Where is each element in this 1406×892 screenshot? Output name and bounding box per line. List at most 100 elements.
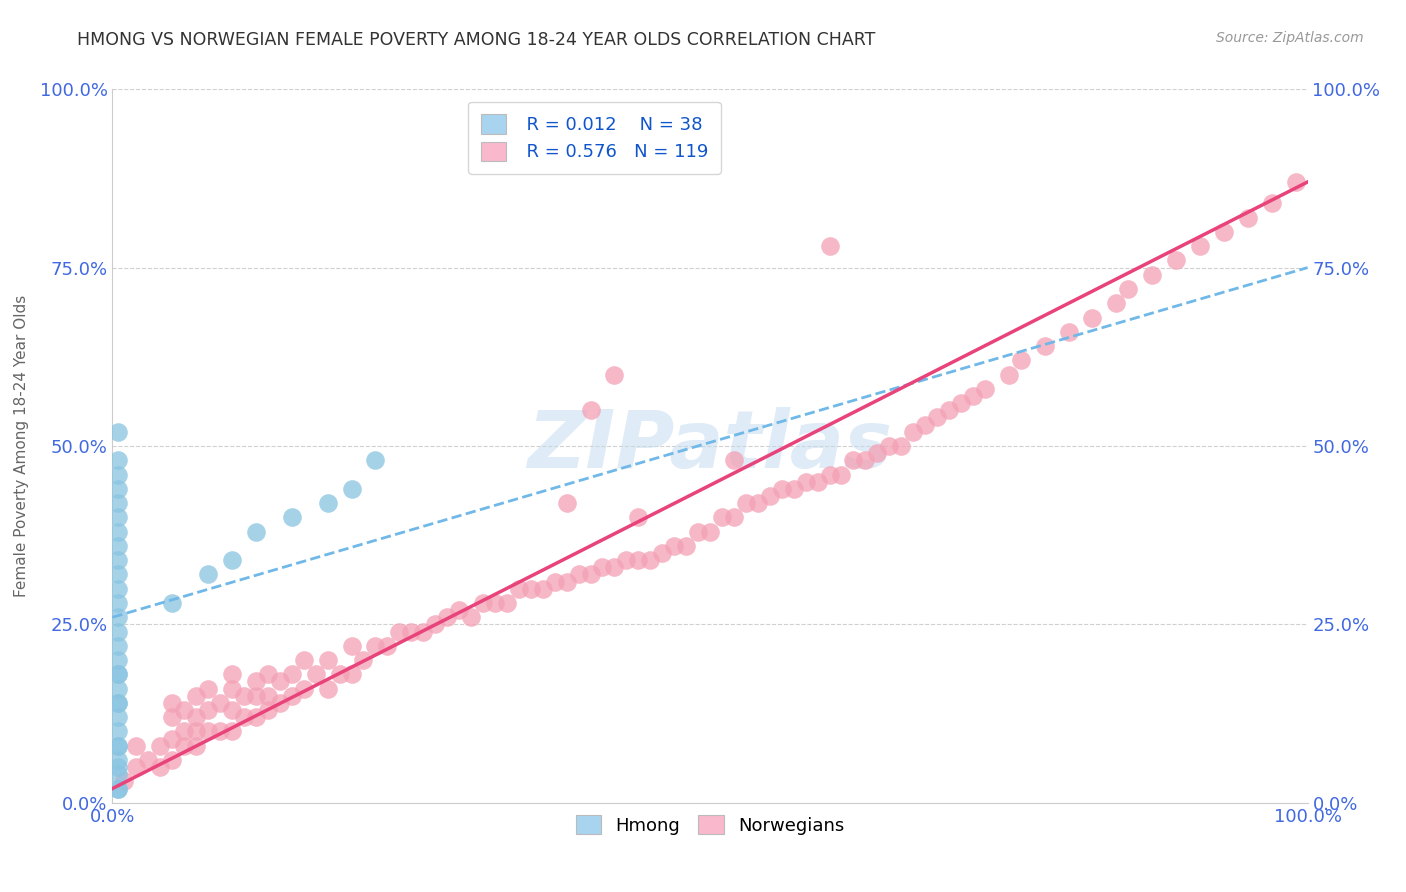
Point — [1081, 310, 1104, 325]
Point — [245, 524, 267, 539]
Point — [329, 667, 352, 681]
Point — [107, 425, 129, 439]
Point — [221, 667, 243, 681]
Point — [162, 696, 183, 710]
Point — [257, 689, 280, 703]
Point — [352, 653, 374, 667]
Point — [735, 496, 758, 510]
Point — [125, 739, 148, 753]
Point — [107, 539, 129, 553]
Point — [460, 610, 482, 624]
Point — [496, 596, 519, 610]
Point — [269, 674, 291, 689]
Point — [107, 781, 129, 796]
Point — [197, 567, 219, 582]
Point — [107, 667, 129, 681]
Legend: Hmong, Norwegians: Hmong, Norwegians — [564, 802, 856, 847]
Point — [138, 753, 160, 767]
Point — [316, 653, 339, 667]
Point — [436, 610, 458, 624]
Point — [197, 703, 219, 717]
Point — [107, 496, 129, 510]
Point — [1118, 282, 1140, 296]
Point — [447, 603, 470, 617]
Point — [209, 724, 232, 739]
Point — [903, 425, 925, 439]
Point — [543, 574, 565, 589]
Point — [831, 467, 853, 482]
Point — [531, 582, 554, 596]
Point — [292, 653, 315, 667]
Point — [555, 496, 578, 510]
Point — [107, 710, 129, 724]
Point — [1261, 196, 1284, 211]
Point — [855, 453, 877, 467]
Point — [107, 553, 129, 567]
Point — [186, 739, 208, 753]
Point — [107, 667, 129, 681]
Point — [914, 417, 936, 432]
Point — [257, 667, 280, 681]
Point — [640, 553, 662, 567]
Text: Source: ZipAtlas.com: Source: ZipAtlas.com — [1216, 31, 1364, 45]
Point — [938, 403, 960, 417]
Point — [245, 674, 267, 689]
Point — [890, 439, 912, 453]
Point — [233, 689, 256, 703]
Point — [401, 624, 423, 639]
Point — [723, 510, 745, 524]
Point — [173, 703, 195, 717]
Point — [627, 553, 650, 567]
Point — [233, 710, 256, 724]
Point — [568, 567, 591, 582]
Point — [962, 389, 984, 403]
Point — [950, 396, 973, 410]
Point — [107, 639, 129, 653]
Point — [209, 696, 232, 710]
Point — [107, 696, 129, 710]
Point — [107, 624, 129, 639]
Point — [1057, 325, 1080, 339]
Point — [508, 582, 530, 596]
Point — [162, 753, 183, 767]
Point — [107, 610, 129, 624]
Point — [675, 539, 697, 553]
Point — [221, 703, 243, 717]
Point — [818, 239, 841, 253]
Point — [186, 710, 208, 724]
Point — [292, 681, 315, 696]
Point — [245, 689, 267, 703]
Point — [107, 739, 129, 753]
Point — [1105, 296, 1128, 310]
Point — [186, 724, 208, 739]
Point — [107, 760, 129, 774]
Point — [770, 482, 793, 496]
Point — [316, 681, 339, 696]
Point — [711, 510, 734, 524]
Point — [592, 560, 614, 574]
Point — [107, 653, 129, 667]
Point — [186, 689, 208, 703]
Text: HMONG VS NORWEGIAN FEMALE POVERTY AMONG 18-24 YEAR OLDS CORRELATION CHART: HMONG VS NORWEGIAN FEMALE POVERTY AMONG … — [77, 31, 876, 49]
Point — [603, 368, 626, 382]
Point — [162, 731, 183, 746]
Point — [627, 510, 650, 524]
Point — [879, 439, 901, 453]
Point — [1166, 253, 1188, 268]
Point — [998, 368, 1021, 382]
Point — [281, 667, 304, 681]
Point — [1142, 268, 1164, 282]
Point — [257, 703, 280, 717]
Point — [114, 774, 135, 789]
Point — [107, 567, 129, 582]
Text: ZIPatlas: ZIPatlas — [527, 407, 893, 485]
Point — [747, 496, 769, 510]
Point — [107, 482, 129, 496]
Point — [107, 524, 129, 539]
Point — [377, 639, 399, 653]
Point — [866, 446, 889, 460]
Point — [125, 760, 148, 774]
Point — [162, 596, 183, 610]
Point — [107, 767, 129, 781]
Point — [340, 639, 363, 653]
